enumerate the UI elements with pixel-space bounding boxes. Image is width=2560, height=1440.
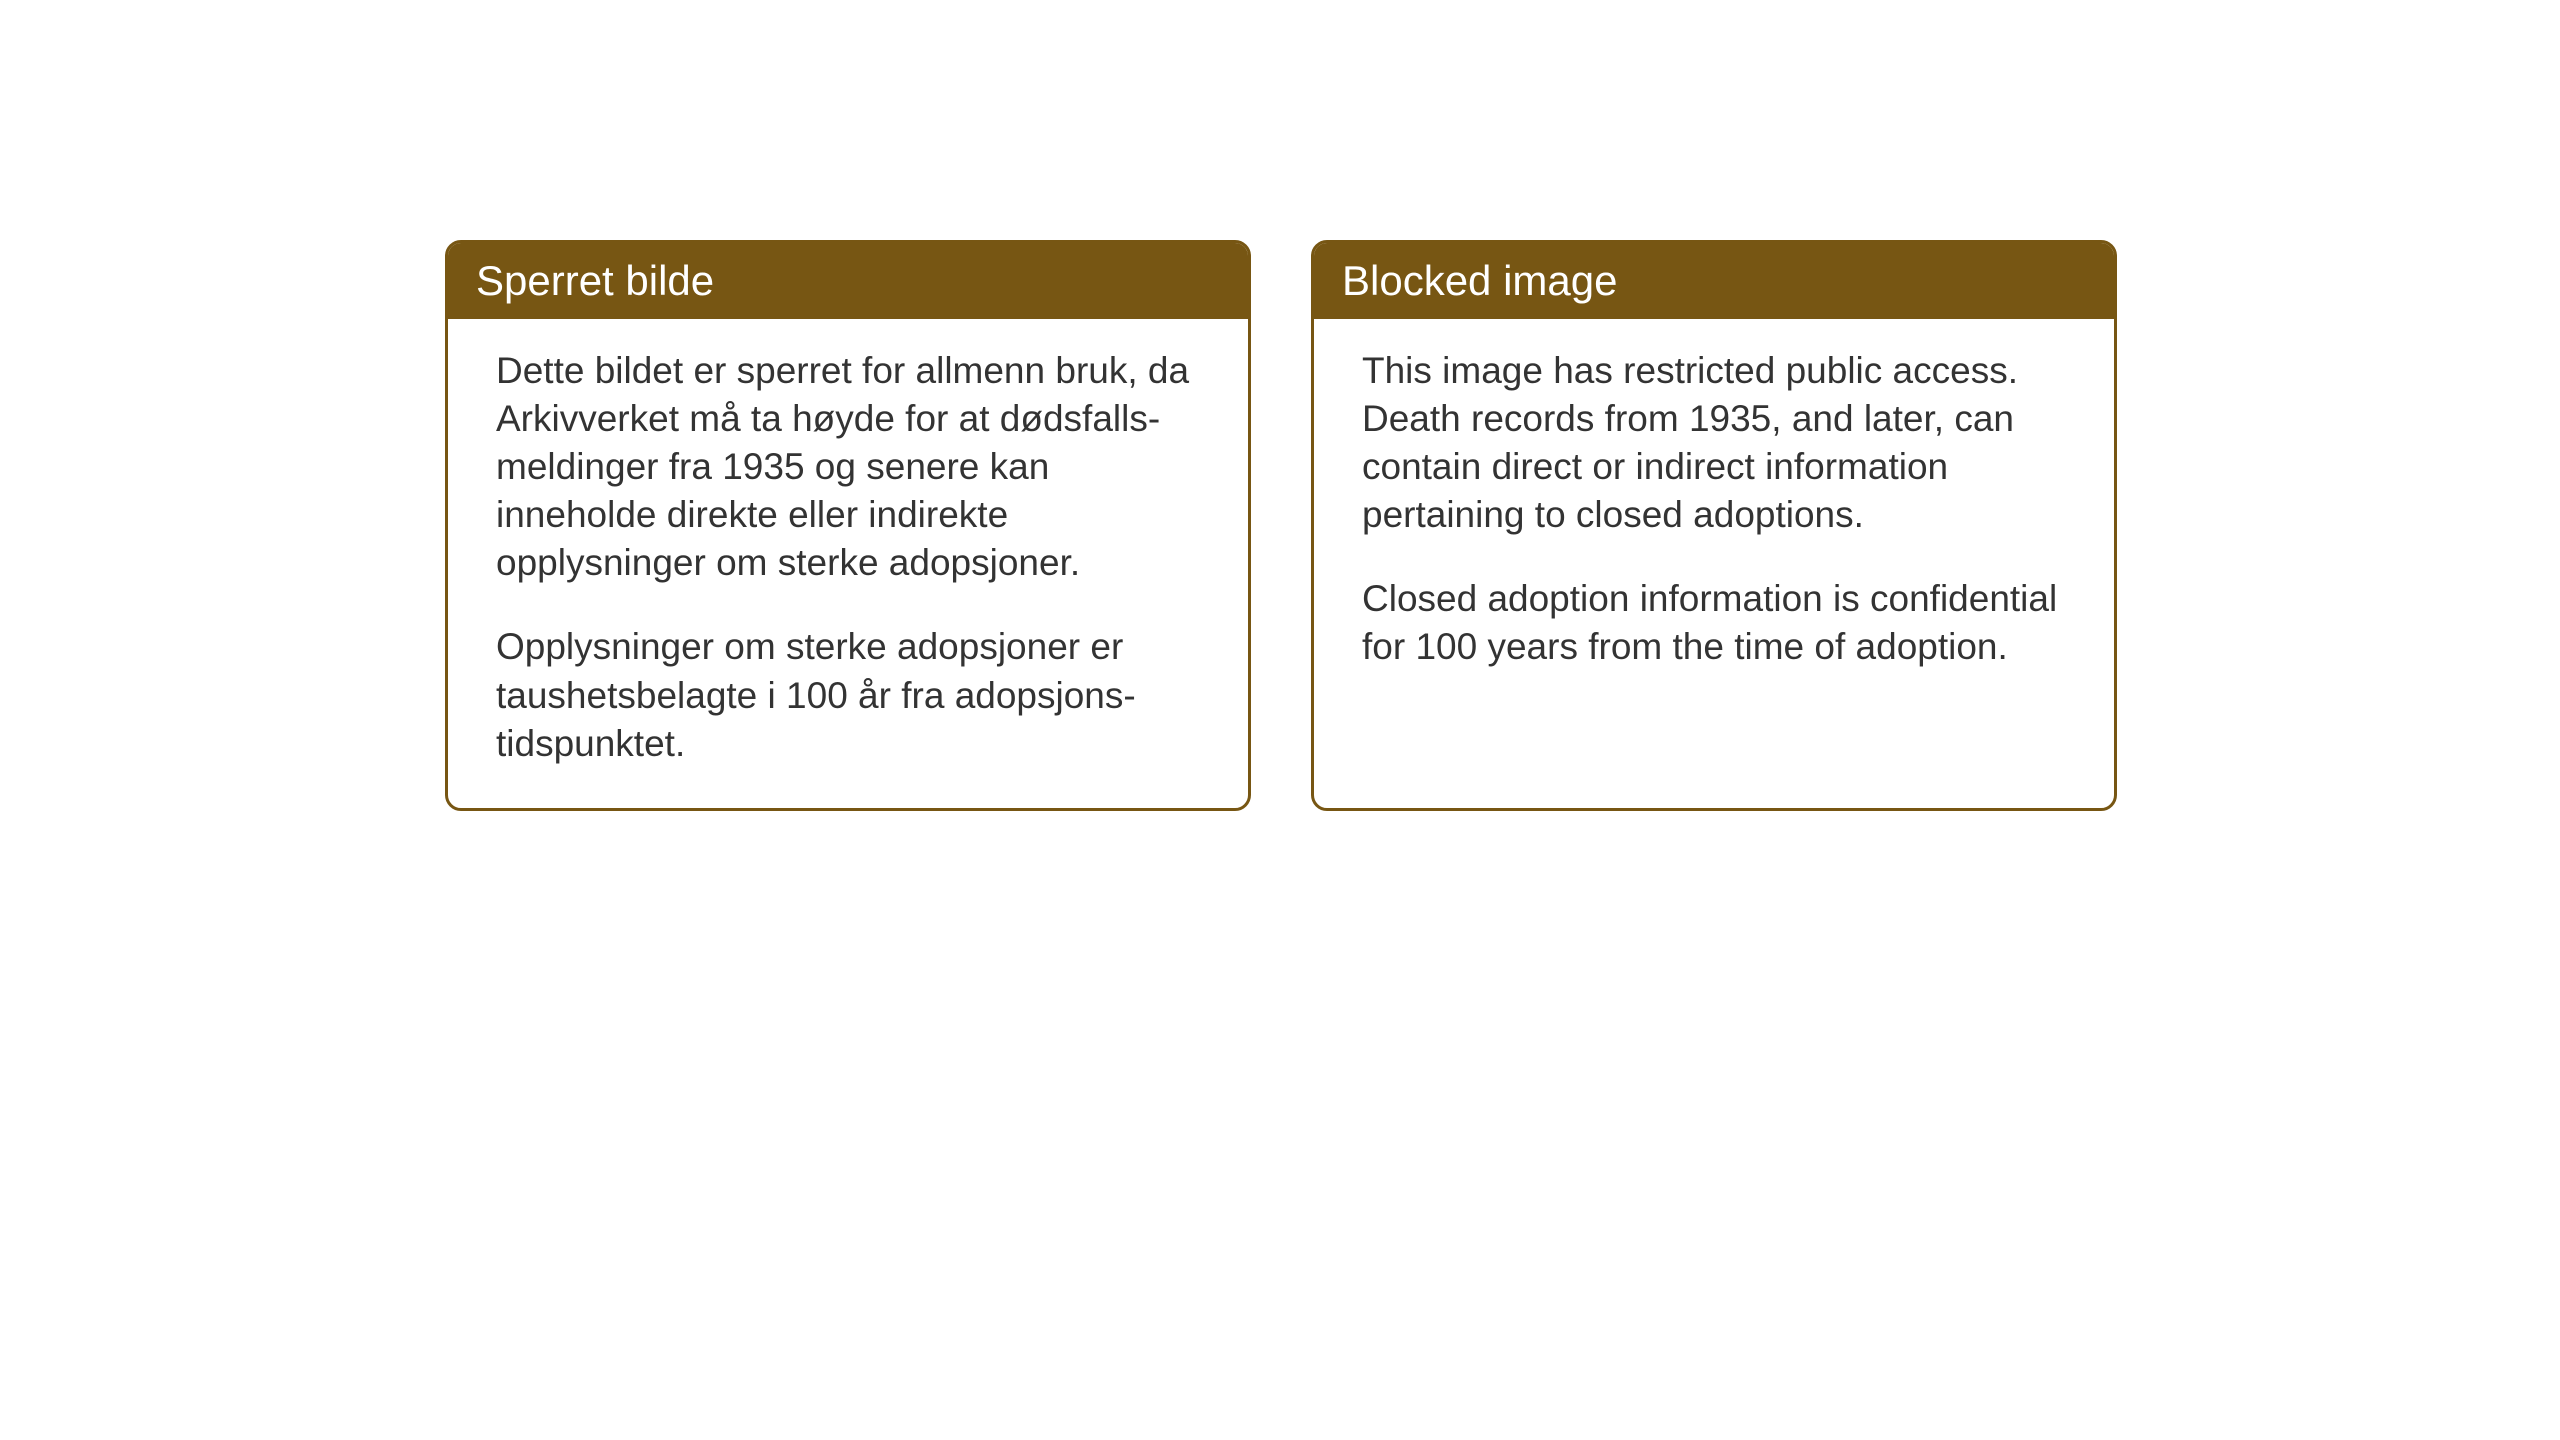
norwegian-panel-title: Sperret bilde xyxy=(448,243,1248,319)
english-paragraph-1: This image has restricted public access.… xyxy=(1362,347,2066,539)
english-notice-panel: Blocked image This image has restricted … xyxy=(1311,240,2117,811)
norwegian-paragraph-2: Opplysninger om sterke adopsjoner er tau… xyxy=(496,623,1200,767)
english-panel-body: This image has restricted public access.… xyxy=(1314,319,2114,712)
norwegian-panel-body: Dette bildet er sperret for allmenn bruk… xyxy=(448,319,1248,808)
english-paragraph-2: Closed adoption information is confident… xyxy=(1362,575,2066,671)
norwegian-notice-panel: Sperret bilde Dette bildet er sperret fo… xyxy=(445,240,1251,811)
norwegian-paragraph-1: Dette bildet er sperret for allmenn bruk… xyxy=(496,347,1200,587)
notice-container: Sperret bilde Dette bildet er sperret fo… xyxy=(445,240,2117,811)
english-panel-title: Blocked image xyxy=(1314,243,2114,319)
